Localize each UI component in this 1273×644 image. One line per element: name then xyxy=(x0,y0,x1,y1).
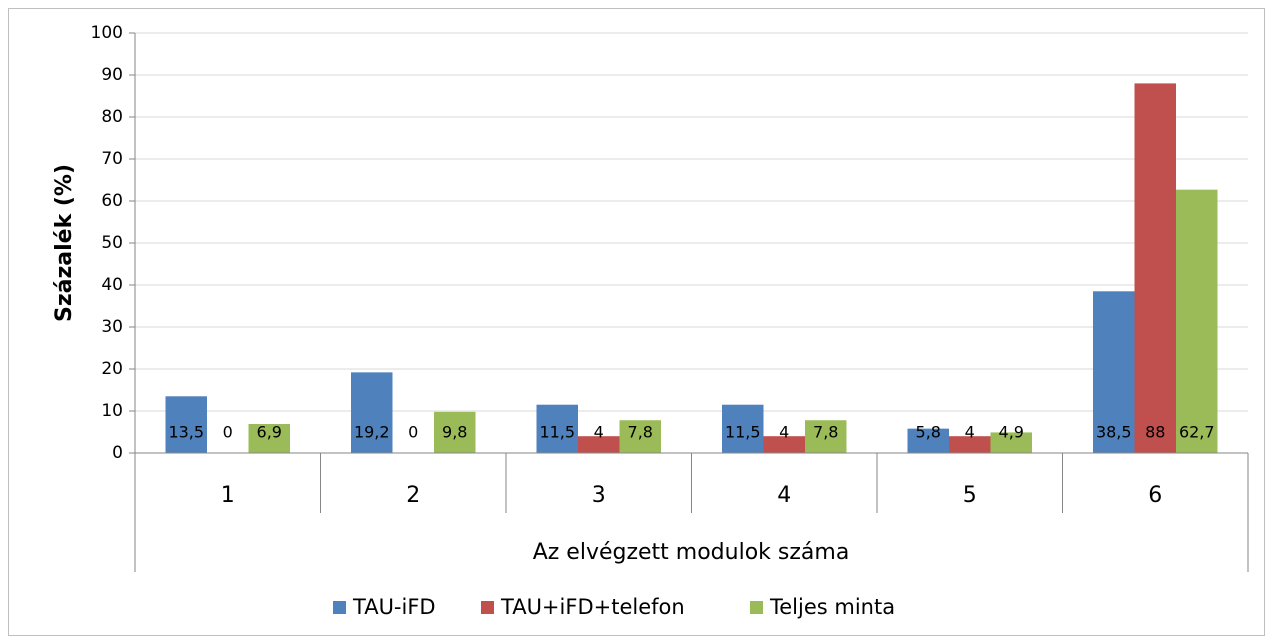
legend-swatch xyxy=(333,601,346,614)
y-axis-title: Százalék (%) xyxy=(52,164,77,322)
y-tick-label: 40 xyxy=(101,275,123,295)
bar xyxy=(1093,291,1135,453)
y-tick-label: 80 xyxy=(101,107,123,127)
y-tick-label: 10 xyxy=(101,401,123,421)
y-tick-label: 30 xyxy=(101,317,123,337)
y-tick-label: 60 xyxy=(101,191,123,211)
legend-swatch xyxy=(481,601,494,614)
data-label: 11,5 xyxy=(539,423,575,442)
x-tick-label: 5 xyxy=(963,483,977,508)
bar xyxy=(1176,189,1218,453)
bar xyxy=(990,432,1032,453)
x-tick-label: 3 xyxy=(592,483,606,508)
y-tick-label: 20 xyxy=(101,359,123,379)
bar xyxy=(907,428,949,453)
data-label: 7,8 xyxy=(813,423,838,442)
legend-label: TAU-iFD xyxy=(352,595,436,619)
bar xyxy=(763,436,805,453)
data-label: 13,5 xyxy=(168,423,204,442)
legend-label: Teljes minta xyxy=(769,595,895,619)
data-label: 88 xyxy=(1145,423,1165,442)
x-axis-title: Az elvégzett modulok száma xyxy=(533,540,850,565)
data-label: 9,8 xyxy=(442,423,467,442)
bar xyxy=(536,404,578,453)
y-tick-label: 0 xyxy=(112,443,123,463)
x-tick-label: 1 xyxy=(221,483,235,508)
data-label: 0 xyxy=(408,423,418,442)
data-label: 4,9 xyxy=(999,423,1024,442)
data-label: 4 xyxy=(965,423,975,442)
bar xyxy=(949,436,991,453)
chart-border xyxy=(8,8,1265,636)
y-tick-label: 100 xyxy=(91,23,123,43)
data-label: 5,8 xyxy=(916,423,941,442)
bar xyxy=(722,404,764,453)
x-tick-label: 6 xyxy=(1148,483,1162,508)
data-label: 11,5 xyxy=(725,423,761,442)
y-tick-label: 50 xyxy=(101,233,123,253)
bar xyxy=(578,436,620,453)
y-tick-label: 90 xyxy=(101,65,123,85)
data-label: 38,5 xyxy=(1096,423,1132,442)
y-tick-label: 70 xyxy=(101,149,123,169)
data-label: 19,2 xyxy=(354,423,390,442)
data-label: 4 xyxy=(594,423,604,442)
x-tick-label: 4 xyxy=(777,483,791,508)
bar xyxy=(434,411,476,453)
bar xyxy=(351,372,393,453)
data-label: 4 xyxy=(779,423,789,442)
data-label: 62,7 xyxy=(1179,423,1215,442)
data-label: 6,9 xyxy=(257,423,282,442)
bar xyxy=(805,420,847,453)
bar xyxy=(165,396,207,453)
legend-label: TAU+iFD+telefon xyxy=(500,595,685,619)
data-label: 0 xyxy=(223,423,233,442)
legend-swatch xyxy=(750,601,763,614)
bar xyxy=(248,424,290,453)
x-tick-label: 2 xyxy=(406,483,420,508)
bar xyxy=(1134,83,1176,454)
bar xyxy=(619,420,661,453)
data-label: 7,8 xyxy=(628,423,653,442)
